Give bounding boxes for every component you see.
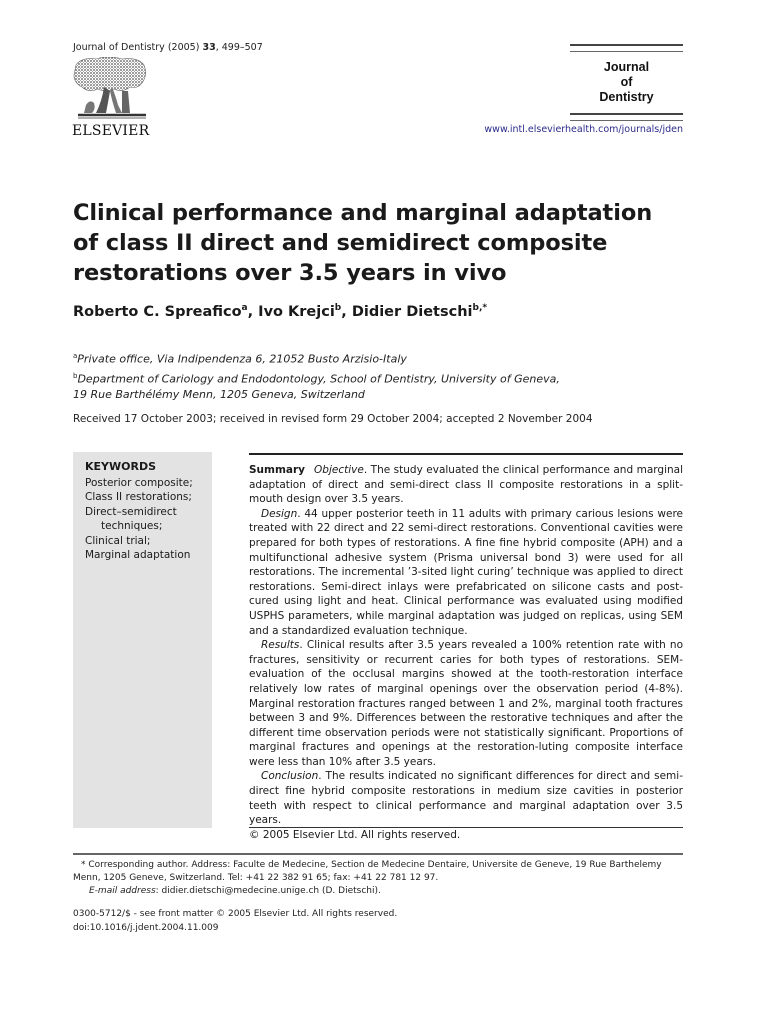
article-title: Clinical performance and marginal adapta… [73, 200, 653, 286]
abstract-objective: Summary Objective. The study evaluated th… [249, 464, 683, 506]
abstract-design: Design. 44 upper posterior teeth in 11 a… [249, 507, 683, 637]
citation-pages: , 499–507 [215, 42, 263, 53]
footnote: * Corresponding author. Address: Faculte… [73, 859, 685, 898]
citation-volume: 33 [202, 42, 216, 53]
author-name: Didier Dietschi [351, 303, 473, 320]
citation-journal: Journal of Dentistry (2005) [73, 42, 200, 53]
elsevier-tree-icon [72, 57, 148, 141]
keyword-item: Class II restorations; [85, 491, 192, 503]
keyword-item: Direct–semidirect [85, 505, 177, 518]
abstract-copyright: © 2005 Elsevier Ltd. All rights reserved… [249, 828, 461, 841]
received-dates: Received 17 October 2003; received in re… [73, 413, 593, 425]
publisher-name: ELSEVIER [72, 123, 150, 139]
author-affil-sup: b,* [472, 303, 488, 313]
keyword-item: Marginal adaptation [85, 549, 191, 561]
email-address-link[interactable]: : didier.dietschi@medecine.unige.ch (D. … [155, 886, 381, 896]
corresponding-author-note: * Corresponding author. Address: Faculte… [73, 860, 662, 883]
doi-link[interactable]: doi:10.1016/j.jdent.2004.11.009 [73, 922, 219, 933]
issn-line: 0300-5712/$ - see front matter © 2005 El… [73, 909, 398, 919]
affiliations: aPrivate office, Via Indipendenza 6, 210… [73, 348, 560, 403]
affiliation-a: aPrivate office, Via Indipendenza 6, 210… [73, 352, 407, 366]
keyword-item: Clinical trial; [85, 534, 151, 547]
journal-title: Journal of Dentistry [599, 60, 654, 104]
abstract-bottom-rule [249, 827, 683, 828]
journal-url-link[interactable]: www.intl.elsevierhealth.com/journals/jde… [484, 124, 683, 135]
author-name: Roberto C. Spreafico [73, 303, 242, 320]
author-list: Roberto C. Spreaficoa, Ivo Krejcib, Didi… [73, 303, 488, 320]
keywords-heading: KEYWORDS [85, 460, 157, 473]
email-note: E-mail address: didier.dietschi@medecine… [89, 886, 381, 896]
footnote-rule [73, 853, 683, 855]
abstract-section: Summary Objective. The study evaluated th… [249, 453, 683, 842]
abstract-conclusion: Conclusion. The results indicated no sig… [249, 770, 683, 827]
affiliation-b: bDepartment of Cariology and Endodontolo… [73, 371, 560, 386]
author-affil-sup: b [334, 303, 342, 313]
author-affil-sup: a [241, 303, 248, 313]
double-rule-bottom [570, 113, 683, 121]
summary-label: Summary [249, 464, 306, 476]
abstract-top-rule [249, 453, 683, 455]
author-name: Ivo Krejci [258, 303, 335, 320]
keywords-box: KEYWORDS Posterior composite; Class II r… [73, 452, 212, 828]
abstract-results: Results. Clinical results after 3.5 year… [249, 639, 683, 768]
journal-citation: Journal of Dentistry (2005) 33, 499–507 [73, 42, 263, 53]
abstract-text: Summary Objective. The study evaluated th… [249, 463, 683, 842]
keyword-item-cont: techniques; [101, 520, 163, 532]
journal-title-box: Journal of Dentistry [570, 44, 683, 121]
double-rule-top [570, 44, 683, 52]
affiliation-b-cont: 19 Rue Barthélémy Menn, 1205 Geneva, Swi… [73, 388, 365, 402]
keyword-item: Posterior composite; [85, 476, 193, 489]
front-matter: 0300-5712/$ - see front matter © 2005 El… [73, 908, 397, 935]
